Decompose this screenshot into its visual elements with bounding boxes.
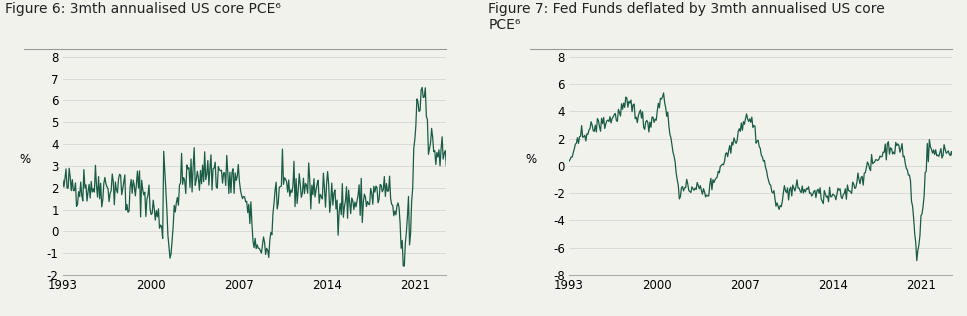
Y-axis label: %: %: [525, 153, 537, 166]
Y-axis label: %: %: [19, 153, 30, 166]
Text: Figure 6: 3mth annualised US core PCE⁶: Figure 6: 3mth annualised US core PCE⁶: [5, 2, 280, 15]
Text: Figure 7: Fed Funds deflated by 3mth annualised US core
PCE⁶: Figure 7: Fed Funds deflated by 3mth ann…: [488, 2, 885, 32]
